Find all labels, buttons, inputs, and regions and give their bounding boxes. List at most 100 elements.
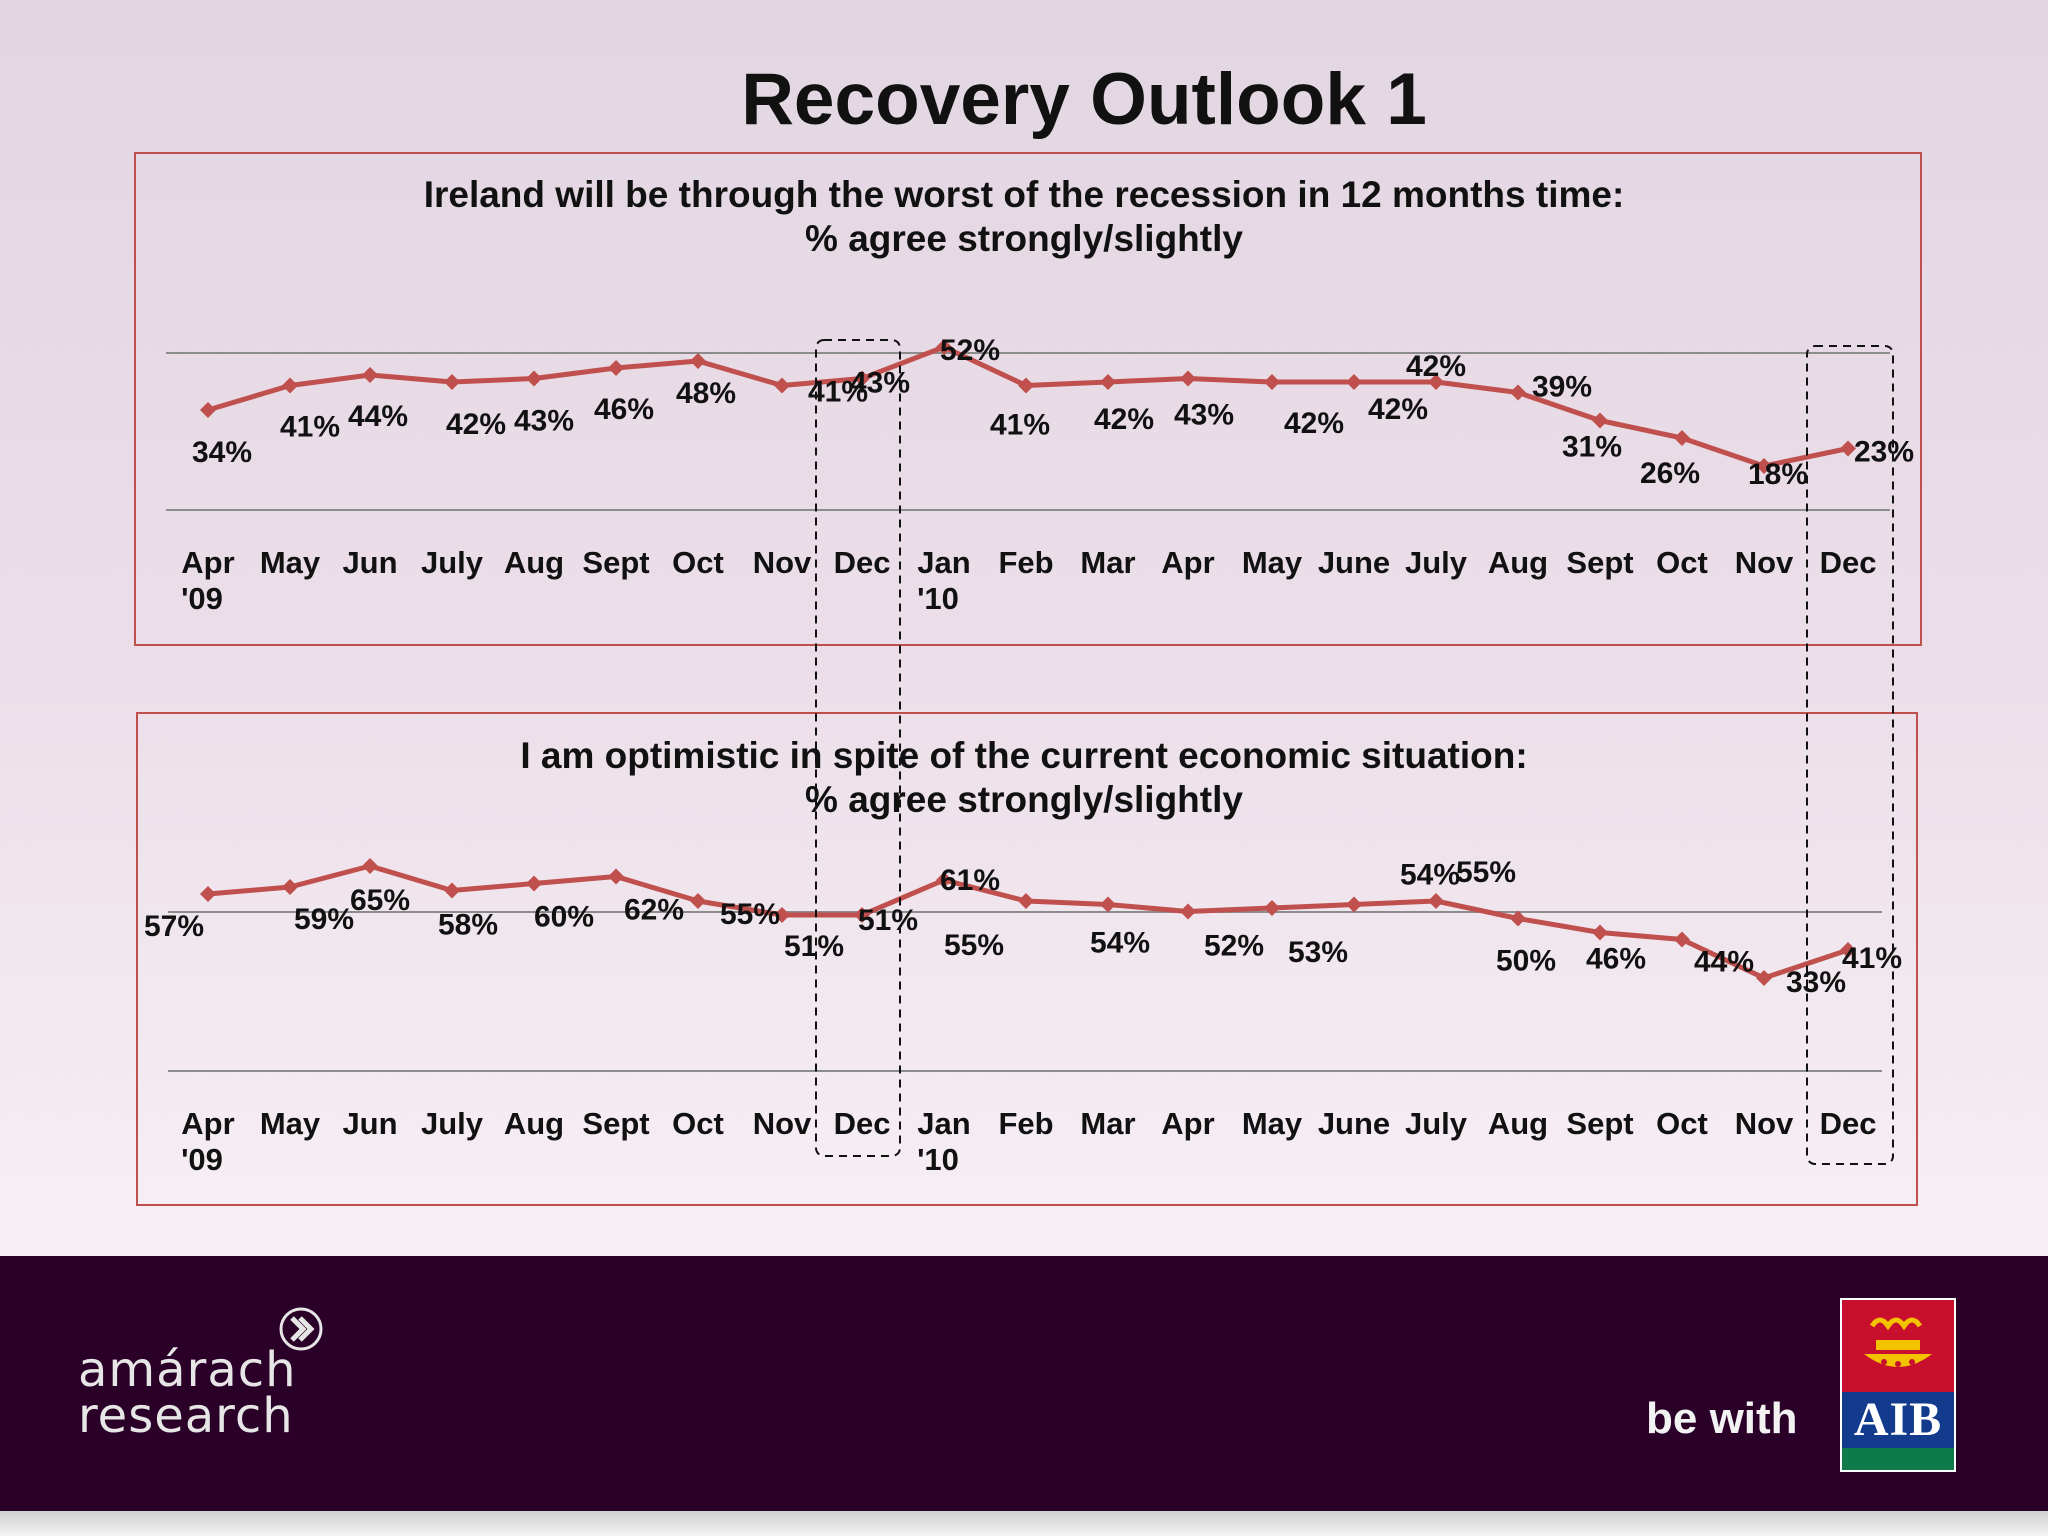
x-tick-label: Oct <box>1656 1106 1708 1141</box>
x-tick-label: Jun <box>342 1106 397 1141</box>
x-tick-label: Mar <box>1080 545 1135 580</box>
data-point <box>1510 910 1526 927</box>
data-label: 54% <box>1400 859 1460 892</box>
data-label: 65% <box>350 884 410 917</box>
data-point <box>1346 896 1362 913</box>
data-label: 46% <box>594 393 654 426</box>
chart-panel-recession-outlook <box>134 152 1922 646</box>
data-label: 42% <box>446 408 506 441</box>
data-point <box>444 374 460 390</box>
x-tick-label: Nov <box>1735 545 1794 580</box>
x-tick-label: July <box>1405 545 1468 580</box>
data-point <box>1592 412 1608 429</box>
data-point <box>774 907 790 923</box>
data-label: 41% <box>808 376 868 409</box>
data-label: 43% <box>850 367 910 400</box>
data-label: 57% <box>144 910 204 943</box>
data-point <box>362 858 378 874</box>
x-tick-label: June <box>1318 1106 1390 1141</box>
amarach-research-logo: amárach research <box>78 1306 338 1446</box>
data-point <box>1264 900 1280 916</box>
x-tick-label: Sept <box>1566 545 1633 580</box>
x-tick-label: Feb <box>998 1106 1053 1141</box>
data-label: 52% <box>1204 930 1264 963</box>
x-tick-label: Dec <box>834 545 891 580</box>
data-label: 34% <box>192 436 252 469</box>
aib-green-bar <box>1842 1448 1954 1470</box>
data-label: 52% <box>940 334 1000 367</box>
x-tick-label: June <box>1318 545 1390 580</box>
data-label: 55% <box>1456 856 1516 889</box>
data-label: 55% <box>944 929 1004 962</box>
x-tick-label: Jun <box>342 545 397 580</box>
data-label: 62% <box>624 894 684 927</box>
be-with-tagline: be with <box>1646 1394 1798 1443</box>
x-tick-label: Mar <box>1080 1106 1135 1141</box>
data-label: 46% <box>1586 943 1646 976</box>
data-label: 53% <box>1288 936 1348 969</box>
data-point <box>1264 374 1280 390</box>
x-tick-label: Nov <box>753 1106 812 1141</box>
data-point <box>1180 903 1196 920</box>
x-tick-label: Aug <box>504 1106 564 1141</box>
x-tick-label: Sept <box>1566 1106 1633 1141</box>
charts-canvas: Ireland will be through the worst of the… <box>144 174 1914 1177</box>
x-tick-label: Aug <box>1488 1106 1548 1141</box>
amarach-brand-line2: research <box>78 1388 294 1444</box>
data-point <box>444 882 460 899</box>
data-label: 42% <box>1094 403 1154 436</box>
x-tick-label: Oct <box>672 545 724 580</box>
page-title: Recovery Outlook 1 <box>741 59 1427 140</box>
data-point <box>690 353 706 369</box>
x-tick-label: Jan '10 <box>917 545 971 616</box>
data-point <box>526 370 542 387</box>
data-label: 51% <box>784 930 844 963</box>
data-point <box>1100 896 1116 913</box>
chart-subtitle: % agree strongly/slightly <box>805 779 1243 820</box>
data-label: 44% <box>348 400 408 433</box>
data-label: 55% <box>720 898 780 931</box>
data-point <box>936 339 952 355</box>
chart-title: Ireland will be through the worst of the… <box>424 174 1625 215</box>
x-tick-label: May <box>260 545 321 580</box>
x-tick-label: Aug <box>1488 545 1548 580</box>
data-point <box>1674 430 1690 446</box>
data-label: 41% <box>280 411 340 444</box>
highlight-box-dec-2009 <box>815 339 901 1157</box>
data-point <box>1100 374 1116 390</box>
data-point <box>936 872 952 888</box>
data-label: 43% <box>1174 399 1234 432</box>
x-tick-label: Apr '09 <box>181 1106 235 1177</box>
data-point <box>526 875 542 892</box>
data-label: 60% <box>534 901 594 934</box>
data-point <box>774 377 790 394</box>
chart-optimism: I am optimistic in spite of the current … <box>144 735 1902 1177</box>
data-point <box>200 886 216 902</box>
data-label: 43% <box>514 405 574 438</box>
x-tick-label: Sept <box>582 1106 649 1141</box>
amarach-arrow-icon <box>279 1307 323 1351</box>
data-point <box>1180 370 1196 387</box>
x-tick-label: Apr <box>1161 545 1214 580</box>
data-label: 23% <box>1854 436 1914 469</box>
highlight-box-dec-2010 <box>1806 345 1894 1165</box>
x-tick-label: Oct <box>672 1106 724 1141</box>
x-tick-label: Nov <box>753 545 812 580</box>
data-point <box>854 907 870 923</box>
data-point <box>1018 893 1034 909</box>
x-tick-label: Dec <box>1820 1106 1877 1141</box>
data-label: 44% <box>1694 946 1754 979</box>
data-label: 51% <box>858 904 918 937</box>
data-label: 50% <box>1496 945 1556 978</box>
aib-logo: AIB <box>1840 1298 1956 1472</box>
x-tick-label: July <box>421 545 484 580</box>
data-label: 18% <box>1748 458 1808 491</box>
x-tick-label: Feb <box>998 545 1053 580</box>
data-point <box>690 893 706 909</box>
data-point <box>1674 931 1690 948</box>
data-point <box>1428 893 1444 909</box>
data-point <box>608 868 624 885</box>
data-label: 54% <box>1090 927 1150 960</box>
data-label: 61% <box>940 864 1000 897</box>
chart-panel-optimism <box>136 712 1918 1206</box>
